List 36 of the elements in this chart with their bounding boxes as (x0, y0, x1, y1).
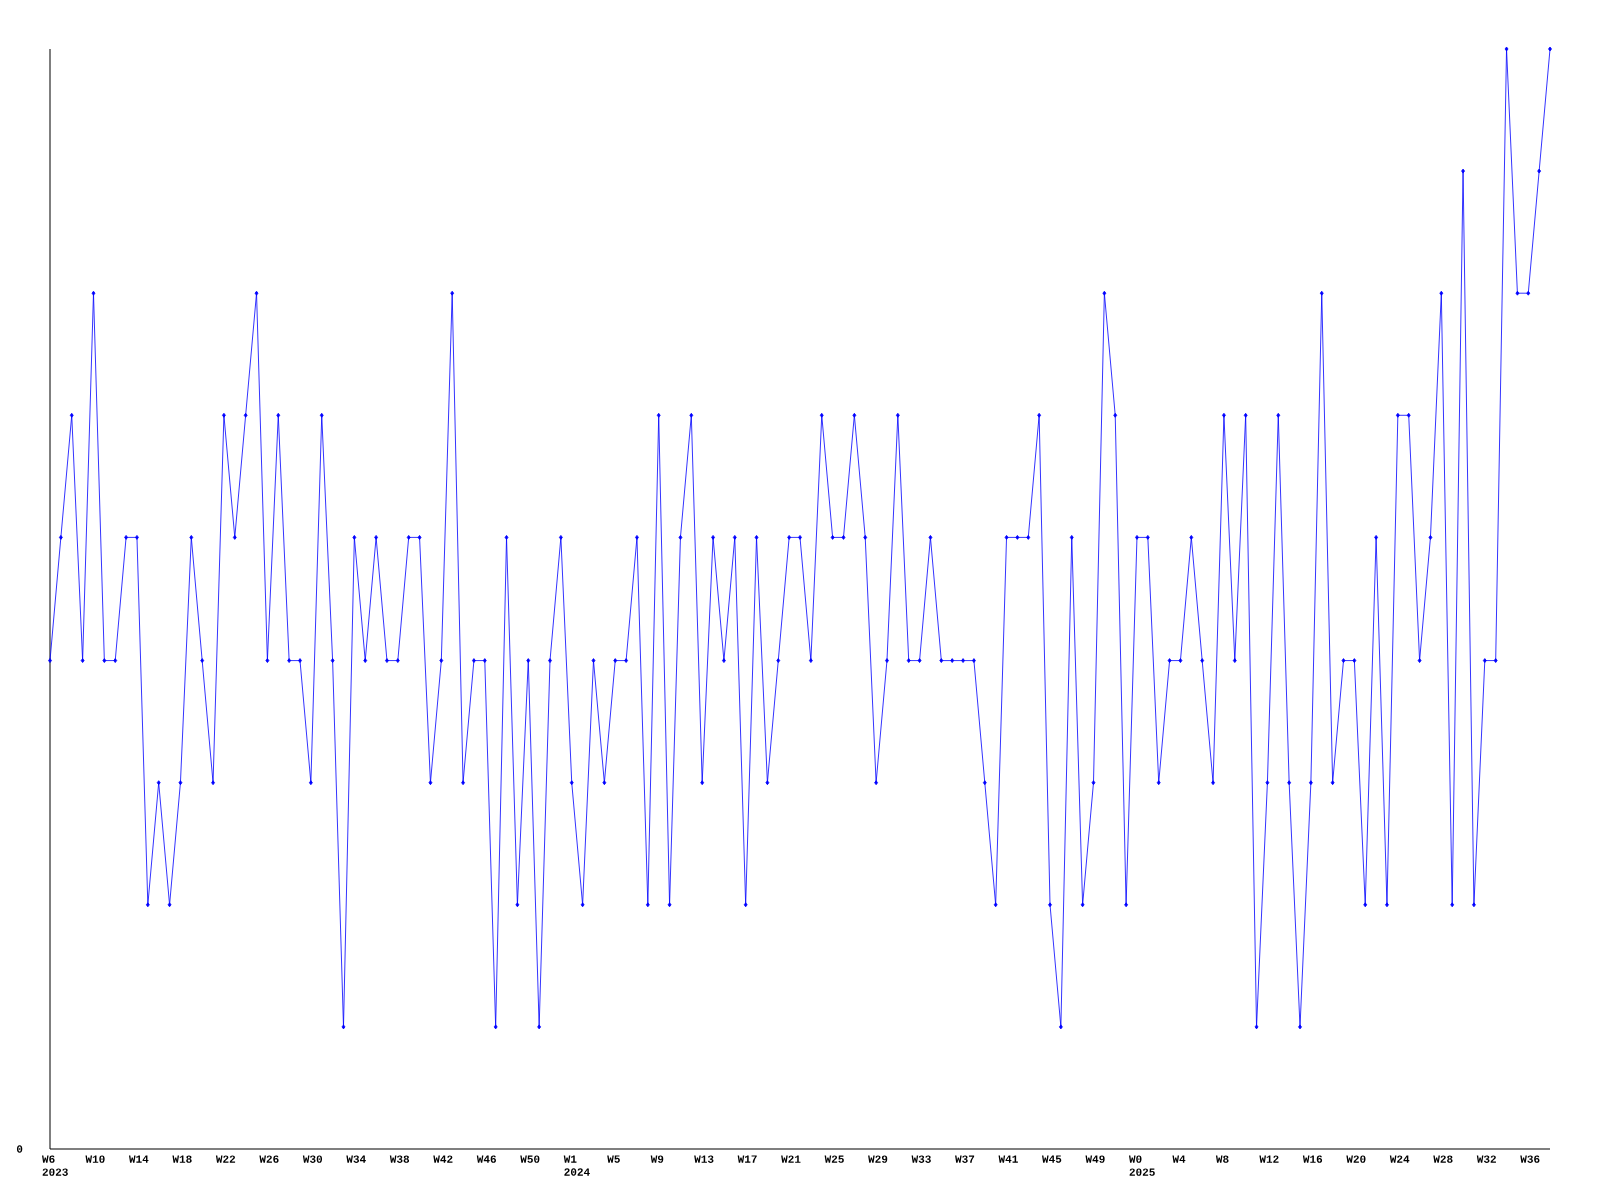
x-tick-label: W36 (1520, 1155, 1540, 1163)
x-tick-label: W28 (1433, 1155, 1453, 1163)
x-tick-label: W49 (1085, 1155, 1105, 1163)
x-tick-label: W25 (824, 1155, 844, 1163)
x-tick-label: W9 (650, 1155, 664, 1163)
x-tick-label: W46 (476, 1155, 496, 1163)
x-tick-label: W21 (781, 1155, 801, 1163)
x-tick-label: W37 (955, 1155, 975, 1163)
x-tick-label: W14 (128, 1155, 149, 1163)
x-tick-label: W6 2023 (42, 1155, 68, 1176)
x-tick-label: W5 (607, 1155, 620, 1163)
x-tick-label: W33 (911, 1155, 931, 1163)
x-tick-label: W22 (215, 1155, 236, 1163)
x-tick-label: W41 (998, 1155, 1018, 1163)
x-tick-label: W42 (433, 1155, 453, 1163)
x-tick-label: W16 (1302, 1155, 1323, 1163)
x-tick-label: W20 (1346, 1155, 1366, 1163)
x-tick-label: W45 (1042, 1155, 1062, 1163)
x-tick-label: W10 (85, 1155, 105, 1163)
text: 0 (16, 1145, 23, 1153)
x-tick-label: W0 2025 (1128, 1155, 1155, 1176)
x-tick-label: W17 (737, 1155, 757, 1163)
x-tick-label: W24 (1389, 1155, 1410, 1163)
x-tick-label: W29 (868, 1155, 888, 1163)
x-tick-label: W50 (520, 1155, 540, 1163)
x-tick-label: W12 (1259, 1155, 1279, 1163)
x-tick-label: W34 (346, 1155, 366, 1163)
x-tick-label: W13 (694, 1155, 714, 1163)
x-tick-label: W8 (1215, 1155, 1229, 1163)
x-tick-label: W30 (302, 1155, 323, 1163)
x-tick-label: W1 2024 (563, 1155, 590, 1176)
x-tick-label: W38 (389, 1155, 410, 1163)
x-tick-label: W32 (1476, 1155, 1496, 1163)
x-tick-label: W18 (172, 1155, 192, 1163)
x-tick-label: W26 (259, 1155, 279, 1163)
x-tick-label: W4 (1172, 1155, 1186, 1163)
